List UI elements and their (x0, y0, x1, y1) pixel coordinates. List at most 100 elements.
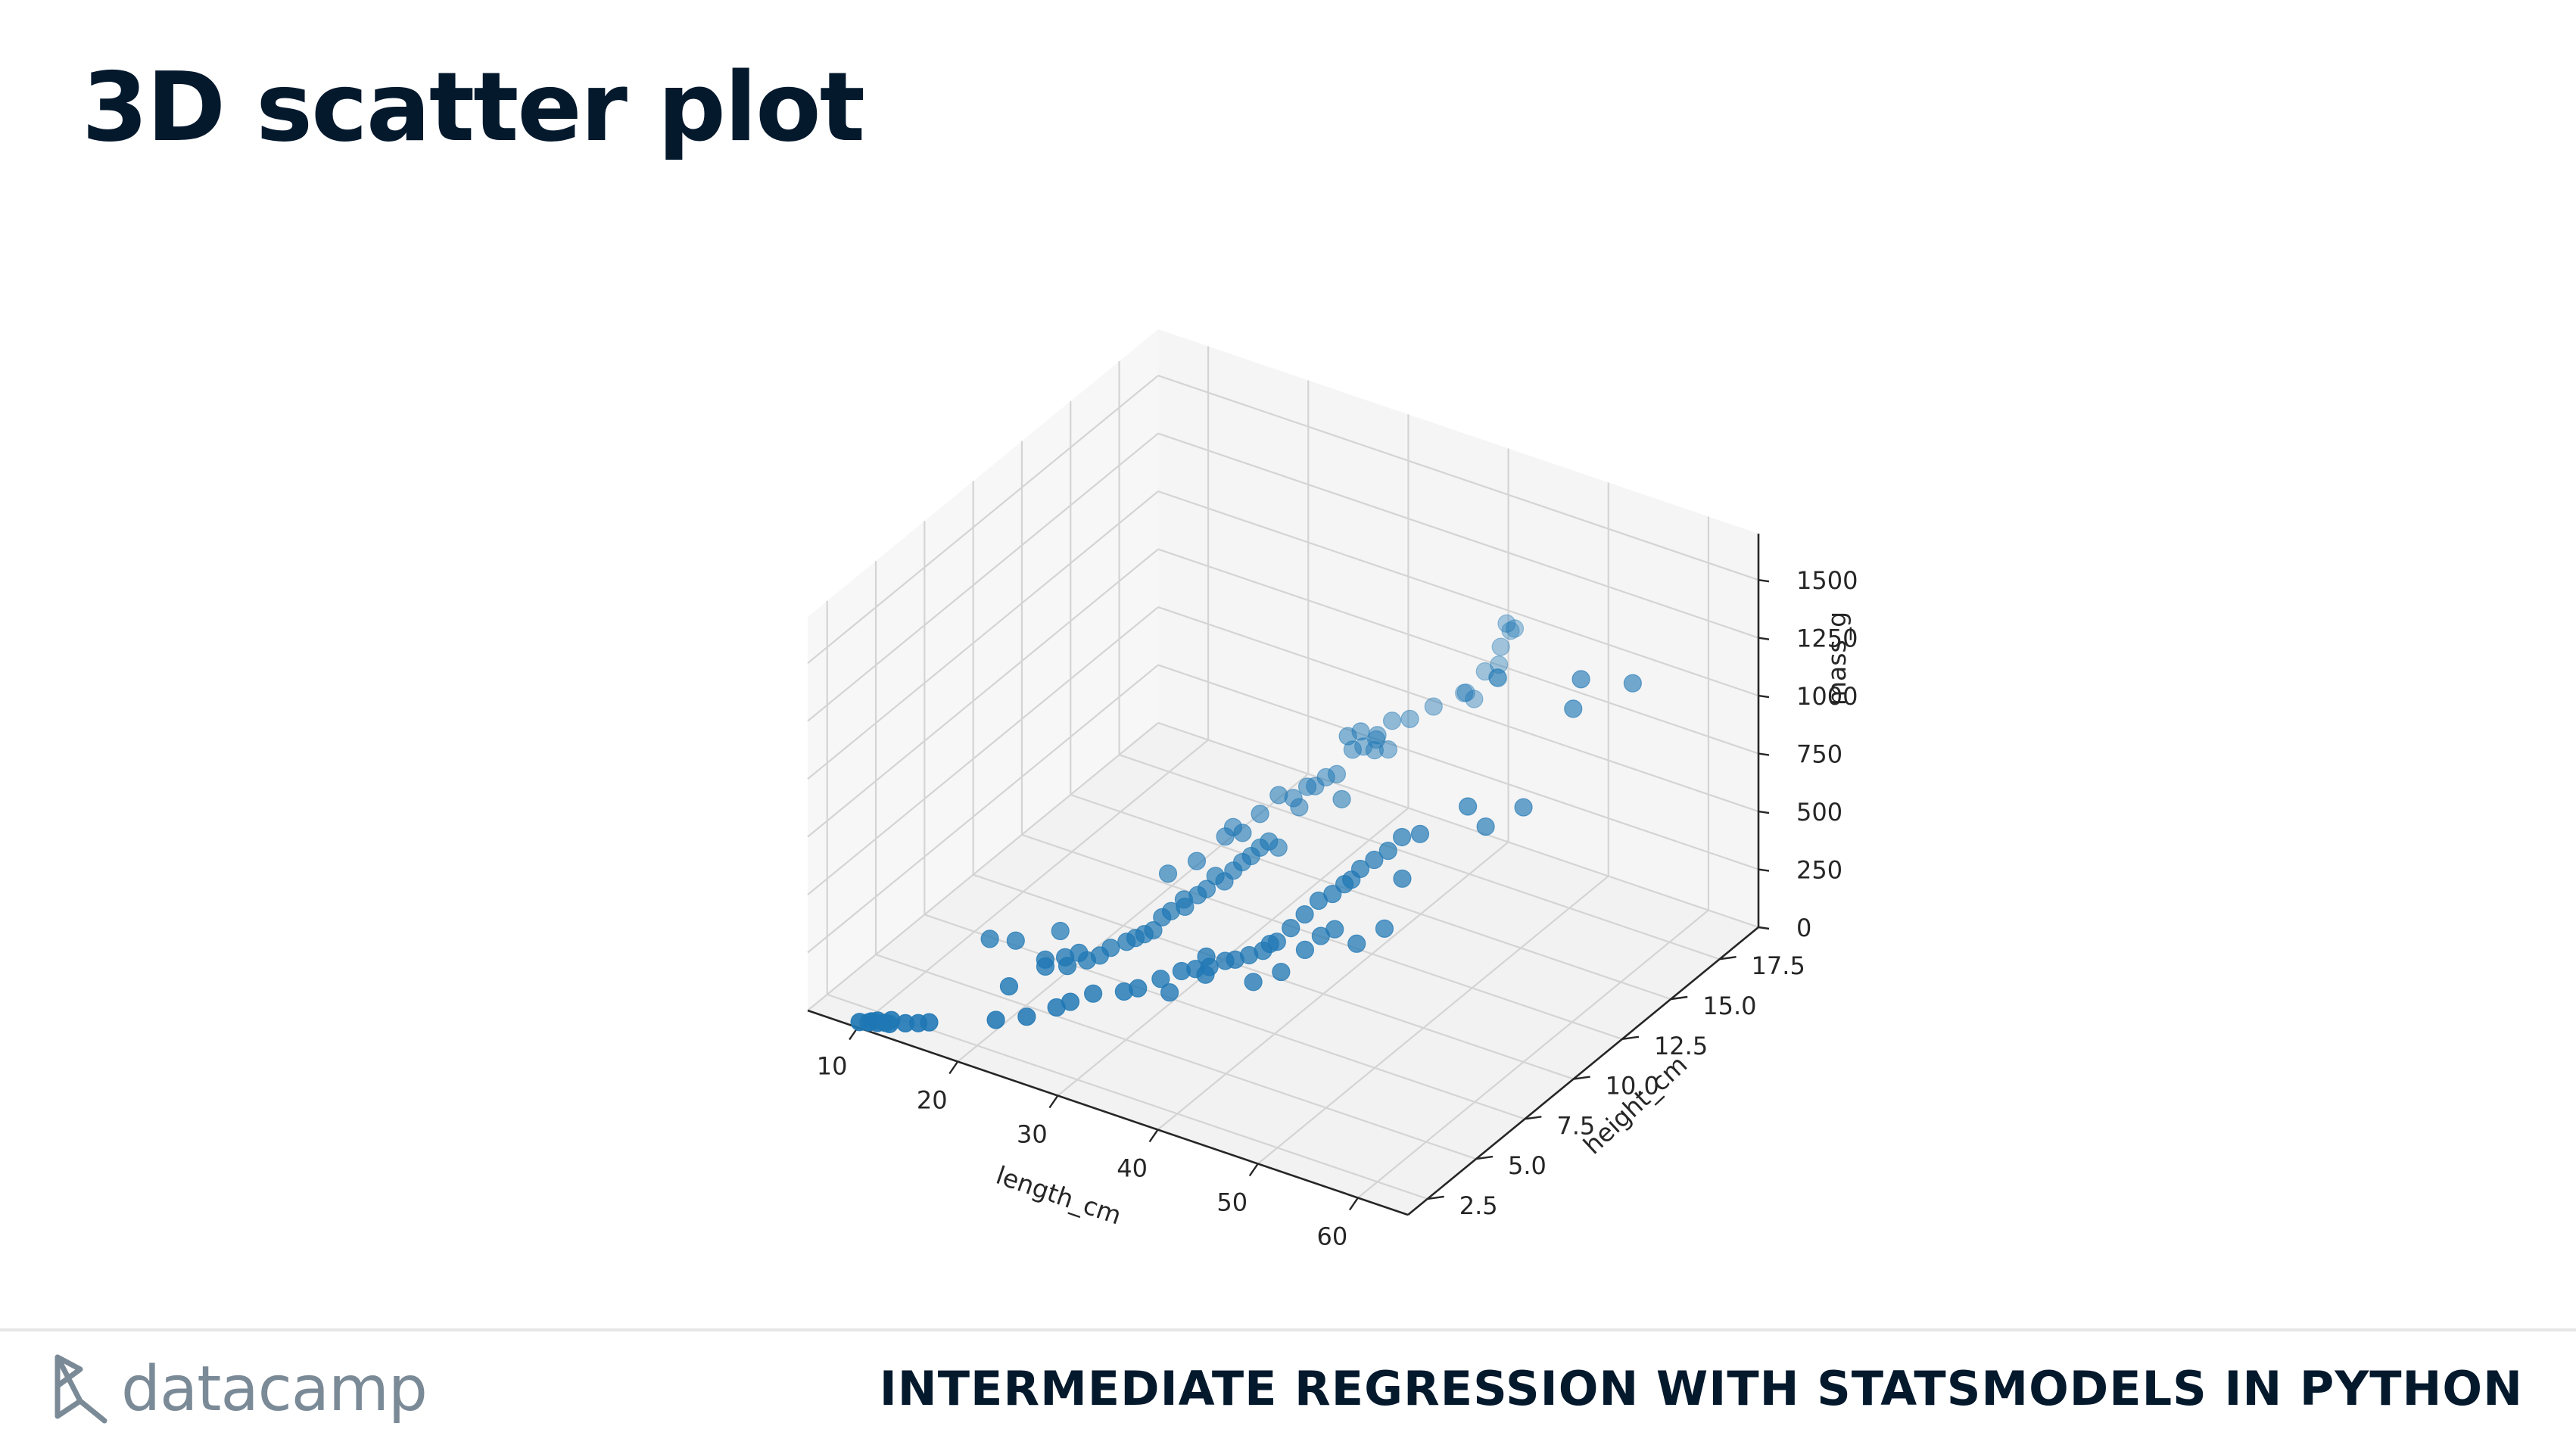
scatter-point (1489, 655, 1509, 674)
z-tick-label: 1500 (1796, 566, 1858, 595)
z-tick-mark (1758, 752, 1770, 756)
scatter-point (1006, 931, 1025, 950)
scatter-point (1505, 619, 1525, 638)
scatter-point (1295, 905, 1314, 924)
scatter-point (1424, 697, 1443, 716)
scatter-point (1623, 674, 1642, 693)
scatter-point (1036, 957, 1055, 976)
y-tick-mark (1427, 1195, 1444, 1200)
gridline-z-back (1157, 432, 1759, 639)
scatter-point (1269, 786, 1288, 805)
gridline-z-left (807, 664, 1159, 954)
y-tick-label: 5.0 (1508, 1151, 1547, 1180)
x-tick-label: 60 (1317, 1222, 1348, 1251)
gridline-z-back (1157, 606, 1759, 813)
y-tick-mark (1671, 995, 1688, 1001)
scatter-point (1488, 668, 1508, 687)
scatter-point (1497, 614, 1516, 633)
z-tick-mark (1758, 926, 1770, 930)
scatter-point (1365, 741, 1384, 760)
z-tick-mark (1758, 578, 1770, 583)
x-tick-mark (1048, 1094, 1059, 1109)
gridline-z-back (1157, 548, 1759, 755)
scatter-point (1160, 983, 1179, 1002)
gridline-z-left (807, 375, 1159, 665)
scatter-point (1465, 690, 1484, 708)
scatter-point (896, 1014, 915, 1033)
gridline-z-back (1157, 664, 1759, 870)
scatter-point (1375, 919, 1394, 938)
logo-wordmark: datacamp (121, 1353, 428, 1425)
scatter-point (1272, 962, 1291, 982)
x-tick-label: 10 (817, 1052, 848, 1081)
scatter-point (1332, 789, 1351, 808)
scatter-point (1187, 852, 1207, 870)
gridline-z-back (1157, 375, 1759, 581)
scatter-point (1368, 726, 1387, 745)
scatter-point (1459, 797, 1478, 816)
scatter-point (850, 1013, 869, 1032)
x-tick-label: 20 (917, 1086, 948, 1115)
gridline-z-left (807, 606, 1159, 895)
gridline-x-floor (1357, 909, 1709, 1199)
scatter-point (1309, 891, 1328, 911)
slide-title: 3D scatter plot (82, 51, 865, 163)
datacamp-logo: datacamp (51, 1344, 428, 1434)
gridline-z-left (807, 548, 1159, 838)
scatter-point (1172, 961, 1191, 981)
scatter-point (1226, 950, 1244, 969)
scatter-point (1196, 965, 1215, 984)
scatter-point (1051, 921, 1070, 941)
gridline-z-left (807, 432, 1159, 722)
y-tick-mark (1573, 1076, 1590, 1080)
x-tick-mark (1348, 1197, 1359, 1211)
y-tick-label: 17.5 (1752, 951, 1805, 980)
scatter-point (1151, 970, 1170, 989)
scatter-point (1488, 668, 1507, 687)
x-tick-mark (1148, 1129, 1159, 1143)
scatter-point (1282, 919, 1300, 938)
scatter-point (1017, 1007, 1036, 1026)
z-tick-mark (1758, 810, 1770, 814)
y-tick-label: 2.5 (1459, 1191, 1498, 1220)
axes-lines (807, 534, 1760, 1216)
scatter-point (1392, 827, 1412, 847)
scatter-point (1117, 933, 1136, 951)
axes-ticks: 10 20 30 40 50 60 2.5 5.0 7.5 10.0 12.5 15.0 17.5 0 25… (817, 566, 1858, 1250)
scatter-point (1476, 817, 1495, 836)
scatter-point (1571, 670, 1590, 689)
y-tick-mark (1621, 1035, 1640, 1040)
y-axis-title: height_cm (1578, 1050, 1693, 1160)
scatter-point (1295, 940, 1315, 960)
gridline-z-left (807, 722, 1159, 1011)
z-tick-label: 500 (1796, 798, 1842, 827)
x-tick-label: 30 (1017, 1120, 1048, 1149)
y-tick-mark (1719, 956, 1737, 961)
scatter-point (1338, 727, 1357, 746)
scatter-3d-chart: 10 20 30 40 50 60 2.5 5.0 7.5 10.0 12.5 15.0 17.5 0 25… (807, 346, 1858, 1251)
z-tick-mark (1758, 868, 1770, 872)
x-tick-label: 40 (1117, 1154, 1148, 1183)
scatter-point (1564, 699, 1583, 718)
scatter-point (1084, 984, 1103, 1003)
scatter-point (980, 929, 999, 948)
scatter-point (1455, 683, 1474, 702)
scatter-point (1378, 841, 1397, 861)
scatter-point (1047, 998, 1066, 1017)
scatter-points (850, 614, 1642, 1033)
gridline-y-floor (875, 954, 1477, 1160)
z-axis-title: mass_g (1822, 612, 1852, 705)
scatter-point (986, 1010, 1005, 1029)
x-axis-line (807, 1009, 1409, 1216)
scatter-point (1475, 662, 1494, 681)
gridline-z-back (1157, 490, 1759, 697)
scatter-point (1393, 869, 1412, 888)
x-tick-mark (948, 1060, 959, 1075)
y-axis-line (1407, 926, 1759, 1216)
z-tick-label: 250 (1796, 856, 1842, 885)
scatter-point (1456, 683, 1475, 702)
gridline-x-floor (1157, 841, 1509, 1131)
course-title: INTERMEDIATE REGRESSION WITH STATSMODELS… (879, 1361, 2523, 1416)
y-tick-label: 7.5 (1556, 1111, 1595, 1140)
y-tick-mark (1525, 1116, 1542, 1120)
